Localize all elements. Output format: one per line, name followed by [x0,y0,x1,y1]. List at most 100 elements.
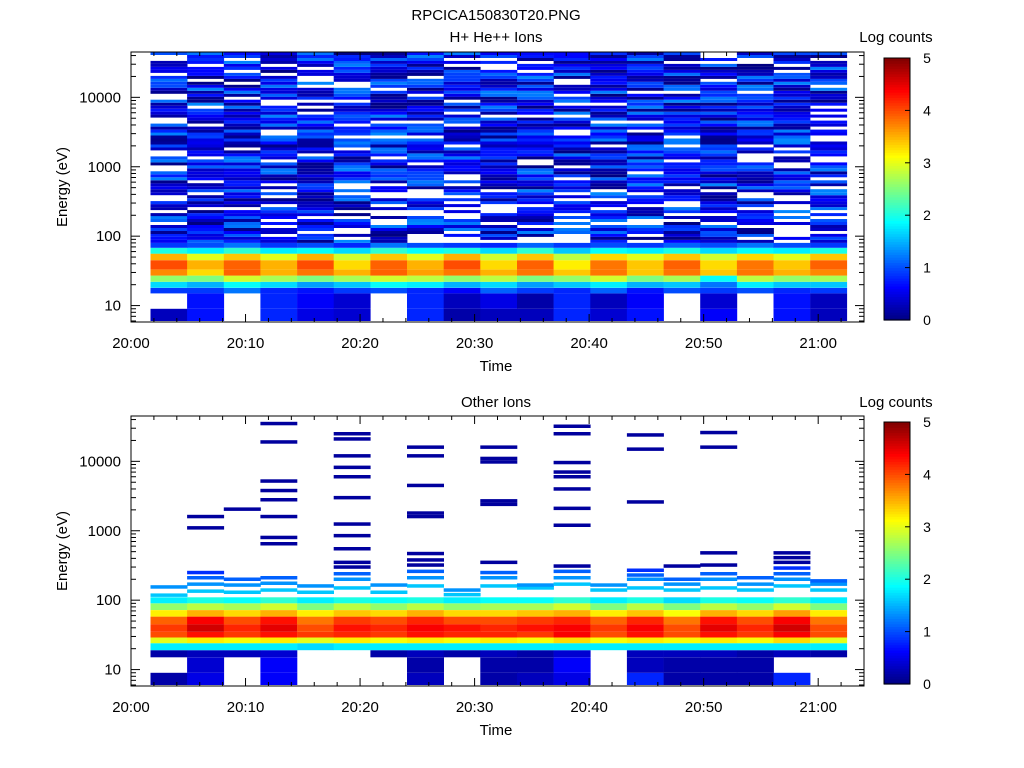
heatmap-cell [553,228,591,231]
heatmap-cell [223,603,261,610]
heatmap-cell [626,168,664,172]
heatmap-cell [517,144,554,148]
colorbar-segment [884,113,910,117]
heatmap-cell [187,81,225,85]
heatmap-cell [480,603,518,610]
heatmap-cell [297,233,334,237]
heatmap-cell [626,210,664,214]
heatmap-cell [736,287,774,294]
heatmap-cell [736,69,774,73]
heatmap-cell [370,159,408,163]
heatmap-cell [370,58,408,61]
heatmap-cell [443,60,481,64]
heatmap-cell [370,72,408,76]
heatmap-cell [553,564,591,568]
heatmap-cell [150,78,188,82]
heatmap-cell [517,207,554,211]
heatmap-cell [297,242,334,248]
heatmap-cell [333,565,371,569]
heatmap-cell [736,201,774,205]
heatmap-cell [517,102,554,106]
colorbar-segment [884,550,910,554]
colorbar-segment [884,312,910,316]
heatmap-cell [260,144,298,148]
heatmap-cell [443,153,481,157]
heatmap-cell [590,75,628,79]
heatmap-cell [480,616,518,625]
heatmap-cell [736,180,774,184]
heatmap-cell [553,111,591,115]
heatmap-cell [333,275,371,282]
heatmap-cell [150,84,188,88]
heatmap-cell [187,225,225,228]
heatmap-cell [150,111,188,115]
heatmap-cell [773,247,811,254]
heatmap-cell [590,58,628,61]
heatmap-cell [626,228,664,231]
colorbar-segment [884,209,910,214]
heatmap-cell [260,287,298,294]
heatmap-cell [773,159,811,163]
heatmap-cell [297,55,334,58]
heatmap-cell [626,177,664,181]
heatmap-cell [407,171,444,175]
colorbar-segment [884,84,910,88]
heatmap-cell [517,260,554,270]
heatmap-cell [443,192,481,196]
heatmap-cell [370,132,408,136]
colorbar-segment [884,220,910,224]
heatmap-cell [297,222,334,225]
heatmap-cell [810,63,848,67]
heatmap-cell [333,475,371,479]
heatmap-cell [407,174,444,178]
heatmap-cell [517,275,554,282]
heatmap-cell [700,657,738,673]
x-tick-label: 21:00 [799,699,837,716]
colorbar-segment [884,118,910,122]
heatmap-cell [700,147,738,151]
y-tick-label: 1000 [88,523,121,540]
heatmap-cell [700,144,738,148]
heatmap-cell [736,55,774,58]
heatmap-cell [736,603,774,610]
heatmap-cell [480,253,518,261]
colorbar-segment [884,618,910,622]
heatmap-cell [626,657,664,673]
colorbar-segment [884,238,910,242]
heatmap-cell [333,72,371,76]
heatmap-cell [626,616,664,625]
heatmap-cell [407,287,444,294]
colorbar-segment [884,60,910,64]
heatmap-cell [260,207,298,211]
colorbar-segment [884,68,910,72]
heatmap-cell [150,60,188,64]
heatmap-cell [810,75,848,79]
heatmap-cell [333,437,371,441]
heatmap-cell [260,624,298,632]
heatmap-cell [150,126,188,130]
heatmap-cell [700,308,738,321]
heatmap-cell [700,186,738,190]
heatmap-cell [480,120,518,124]
colorbar-segment [884,563,910,567]
heatmap-cell [333,204,371,208]
colorbar-segment [884,613,910,617]
heatmap-cell [187,198,225,202]
heatmap-cell [810,153,848,157]
heatmap-cell [700,195,738,199]
heatmap-cell [663,260,701,270]
heatmap-cell [370,81,408,85]
heatmap-cell [663,225,701,228]
colorbar-segment [884,668,910,672]
heatmap-cell [736,228,774,231]
heatmap-cell [370,52,408,55]
heatmap-cell [810,236,848,240]
heatmap-cell [810,108,848,112]
colorbar-segment [884,173,910,177]
heatmap-cell [260,610,298,617]
heatmap-cell [187,231,225,234]
heatmap-cell [480,597,518,604]
heatmap-cell [700,105,738,109]
heatmap-cell [810,69,848,73]
heatmap-cell [553,475,591,479]
